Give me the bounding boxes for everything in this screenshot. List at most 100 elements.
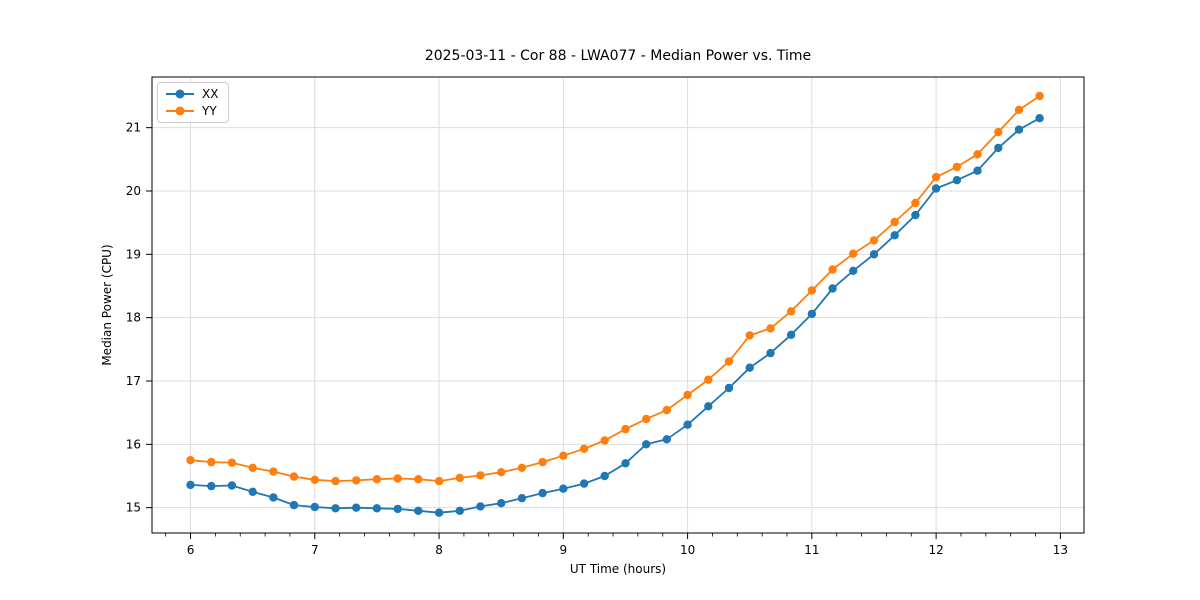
series-xx-point [269, 493, 278, 502]
series-yy-point [683, 390, 692, 400]
series-xx-point [973, 166, 982, 175]
series-xx-point [704, 402, 713, 411]
x-tick-label: 11 [804, 543, 819, 557]
series-yy-point [807, 286, 817, 295]
y-tick-label: 17 [126, 374, 141, 388]
series-yy-point [642, 414, 651, 424]
series-xx-point [662, 435, 671, 444]
y-tick-label: 19 [126, 247, 141, 261]
series-yy-point [269, 467, 278, 476]
series-yy-point [393, 474, 402, 483]
legend-item-yy: YY [166, 105, 218, 117]
series-yy-point [372, 475, 382, 484]
legend: XX YY [157, 82, 230, 123]
series-yy-point [434, 476, 444, 486]
series-xx-point [497, 499, 506, 508]
series-xx-point [828, 284, 837, 293]
series-xx-point [786, 330, 796, 339]
series-xx-point [579, 479, 589, 488]
series-yy-point [952, 162, 962, 172]
series-yy-point [786, 307, 796, 316]
x-tick-label: 8 [435, 543, 443, 557]
series-yy-point [973, 150, 982, 159]
series-xx-point [890, 231, 899, 240]
y-tick-label: 21 [126, 121, 141, 135]
series-xx-point [331, 504, 340, 513]
x-axis-label: UT Time (hours) [569, 562, 667, 576]
series-xx-point [559, 484, 568, 493]
series-yy-point [890, 217, 899, 227]
x-tick-label: 10 [680, 543, 695, 557]
series-xx-point [952, 176, 962, 185]
series-yy-point [600, 436, 609, 445]
series-xx-point [766, 348, 775, 358]
series-yy-point [497, 468, 506, 477]
plot-border [151, 76, 1085, 534]
series-xx-point [807, 309, 817, 319]
series-xx-point [248, 487, 257, 496]
series-xx-point [434, 508, 444, 517]
series-yy-point [724, 357, 734, 366]
series-yy-point [994, 127, 1003, 137]
series-xx-point [517, 494, 527, 503]
series-xx-point [931, 184, 941, 193]
series-xx-point [724, 383, 734, 393]
series-yy-point [455, 473, 464, 483]
y-tick-label: 16 [126, 437, 141, 451]
x-tick-label: 6 [187, 543, 195, 557]
y-tick-label: 18 [126, 311, 141, 325]
series-xx-marker-icon [166, 89, 194, 99]
series-yy-point [662, 405, 671, 415]
legend-item-xx: XX [166, 88, 218, 100]
series-yy-point [476, 471, 485, 480]
series-yy-point [559, 451, 568, 460]
series-xx-point [683, 420, 692, 429]
series-xx-point [911, 210, 920, 220]
series-xx-point [869, 250, 879, 259]
series-xx-point [414, 506, 423, 515]
series-xx-point [994, 143, 1003, 153]
series-yy-point [766, 324, 775, 333]
series-xx-point [745, 363, 754, 372]
series-xx-point [1035, 114, 1044, 123]
series-yy-point [289, 472, 299, 481]
series-yy-point [414, 475, 423, 484]
series-yy-point [704, 375, 713, 384]
legend-label-yy: YY [202, 104, 217, 118]
series-yy-point [849, 249, 858, 258]
series-xx-point [207, 481, 216, 491]
series-xx-point [600, 471, 609, 481]
series-yy-point [538, 457, 547, 467]
series-yy-point [331, 476, 340, 486]
series-xx-point [186, 480, 195, 490]
series-xx-point [310, 502, 319, 512]
x-tick-label: 7 [311, 543, 319, 557]
series-yy-point [828, 265, 837, 274]
series-xx-point [476, 502, 485, 511]
x-tick-label: 9 [560, 543, 568, 557]
series-yy-point [1014, 105, 1024, 115]
series-yy-point [869, 236, 879, 245]
series-yy-point [310, 475, 319, 484]
series-xx-point [289, 500, 299, 510]
series-xx-point [538, 488, 547, 498]
series-xx-point [1014, 125, 1024, 134]
series-yy-point [911, 198, 920, 208]
series-yy-point [931, 172, 941, 182]
series-xx-point [352, 503, 361, 512]
x-tick-label: 13 [1053, 543, 1068, 557]
series-xx-point [393, 504, 402, 514]
series-xx-point [642, 440, 651, 449]
x-tick-label: 12 [928, 543, 943, 557]
y-tick-label: 20 [126, 184, 141, 198]
chart-title: 2025-03-11 - Cor 88 - LWA077 - Median Po… [424, 48, 812, 64]
series-xx-point [455, 506, 464, 515]
y-tick-label: 15 [126, 501, 141, 515]
series-yy-line [190, 95, 1041, 483]
series-yy-point [248, 463, 257, 472]
series-yy-point [227, 458, 237, 467]
series-xx-point [849, 266, 858, 275]
series-yy-marker-icon [166, 106, 194, 116]
